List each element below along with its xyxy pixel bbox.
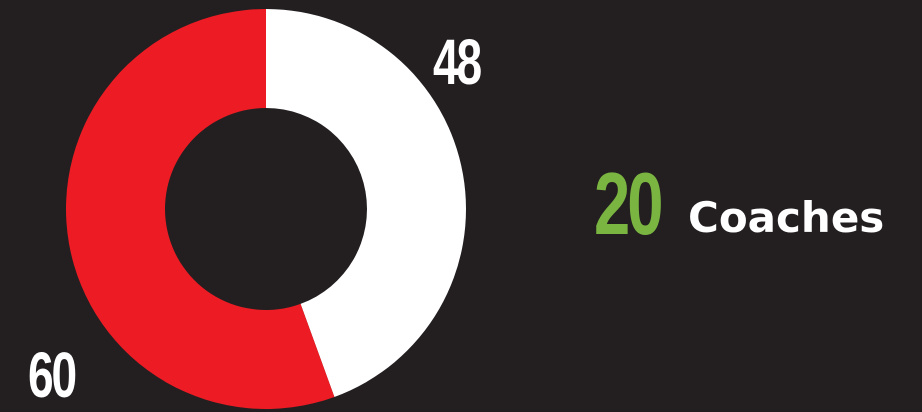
stat-label: Coaches <box>688 193 885 242</box>
donut-slice-red <box>66 9 335 409</box>
slice-value-label-red: 60 <box>28 339 77 411</box>
slice-value-label-white: 48 <box>433 26 482 98</box>
donut-slice-white <box>266 9 467 397</box>
stat-number: 20 <box>594 154 663 253</box>
donut-chart <box>66 9 467 409</box>
